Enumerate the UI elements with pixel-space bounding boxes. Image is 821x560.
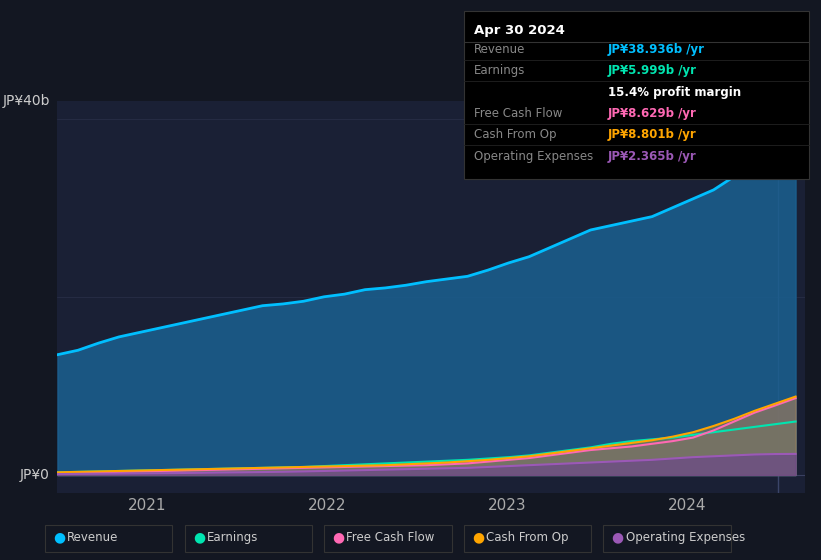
Text: Earnings: Earnings (207, 531, 259, 544)
Text: JP¥40b: JP¥40b (2, 94, 50, 108)
Text: ●: ● (193, 531, 205, 544)
Text: Apr 30 2024: Apr 30 2024 (474, 24, 565, 36)
Text: Free Cash Flow: Free Cash Flow (474, 107, 562, 120)
Text: Operating Expenses: Operating Expenses (626, 531, 745, 544)
Text: Cash From Op: Cash From Op (486, 531, 568, 544)
Text: ●: ● (472, 531, 484, 544)
Text: Earnings: Earnings (474, 64, 525, 77)
Text: JP¥0: JP¥0 (21, 468, 50, 482)
Text: JP¥2.365b /yr: JP¥2.365b /yr (608, 150, 696, 162)
Text: JP¥5.999b /yr: JP¥5.999b /yr (608, 64, 696, 77)
Text: ●: ● (612, 531, 624, 544)
Text: Revenue: Revenue (67, 531, 119, 544)
Text: ●: ● (53, 531, 66, 544)
Text: JP¥8.801b /yr: JP¥8.801b /yr (608, 128, 696, 141)
Text: Revenue: Revenue (474, 43, 525, 56)
Text: JP¥8.629b /yr: JP¥8.629b /yr (608, 107, 696, 120)
Text: 15.4% profit margin: 15.4% profit margin (608, 86, 741, 99)
Text: ●: ● (333, 531, 345, 544)
Text: Free Cash Flow: Free Cash Flow (346, 531, 435, 544)
Text: Operating Expenses: Operating Expenses (474, 150, 593, 162)
Text: JP¥38.936b /yr: JP¥38.936b /yr (608, 43, 704, 56)
Text: Cash From Op: Cash From Op (474, 128, 556, 141)
